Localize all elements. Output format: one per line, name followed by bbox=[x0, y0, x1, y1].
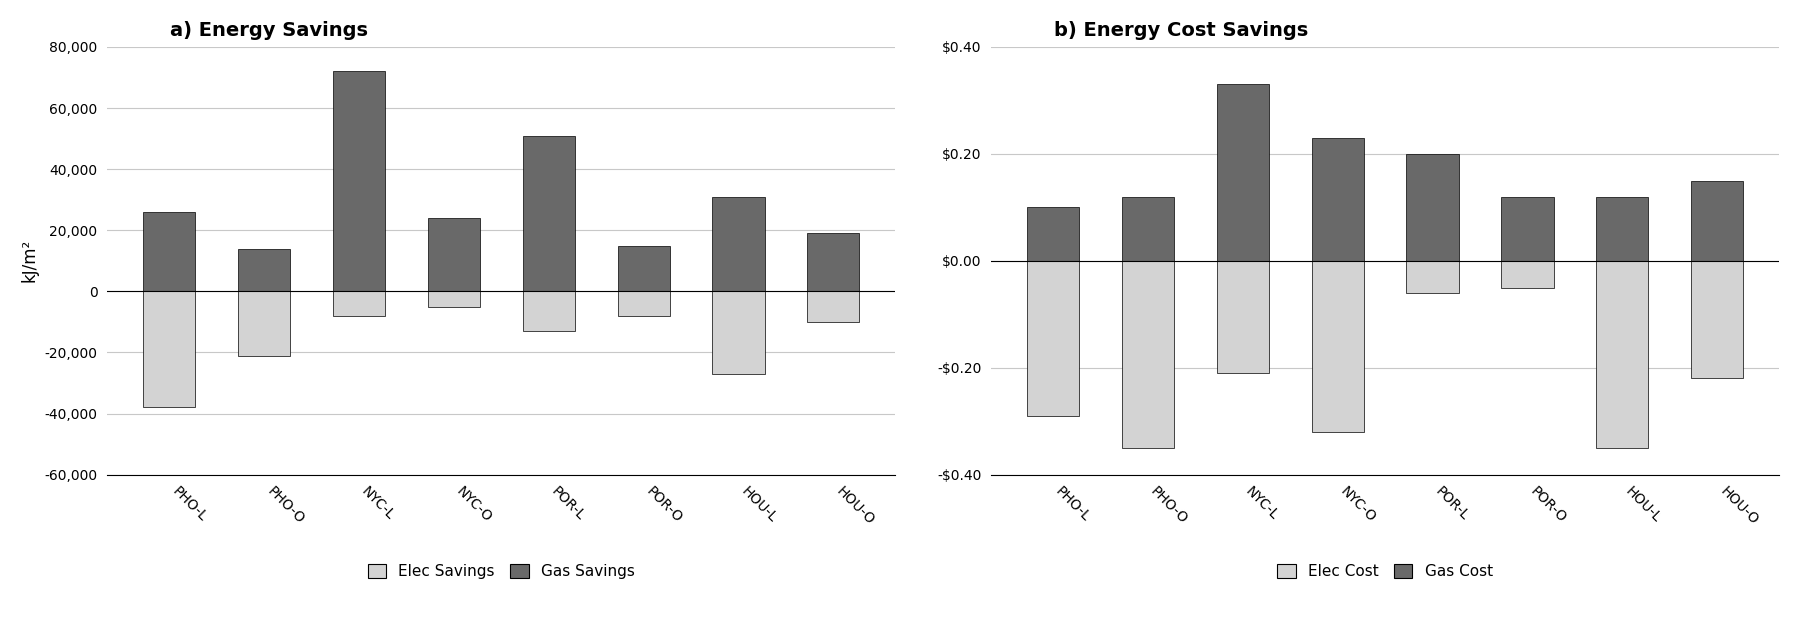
Bar bbox=[1597, 197, 1649, 261]
Bar bbox=[1217, 261, 1269, 373]
Text: a) Energy Savings: a) Energy Savings bbox=[171, 21, 369, 40]
Bar bbox=[1501, 197, 1553, 261]
Text: b) Energy Cost Savings: b) Energy Cost Savings bbox=[1055, 21, 1309, 40]
Legend: Elec Savings, Gas Savings: Elec Savings, Gas Savings bbox=[360, 557, 643, 587]
Bar bbox=[1312, 261, 1364, 432]
Bar bbox=[713, 291, 765, 374]
Bar bbox=[238, 291, 290, 356]
Bar bbox=[1121, 261, 1174, 448]
Bar bbox=[333, 72, 385, 291]
Bar bbox=[428, 291, 481, 307]
Legend: Elec Cost, Gas Cost: Elec Cost, Gas Cost bbox=[1269, 557, 1501, 587]
Bar bbox=[1692, 180, 1744, 261]
Bar bbox=[1217, 85, 1269, 261]
Bar bbox=[522, 136, 574, 291]
Bar bbox=[522, 291, 574, 331]
Bar bbox=[238, 249, 290, 291]
Bar bbox=[1406, 261, 1458, 293]
Bar bbox=[333, 291, 385, 316]
Bar bbox=[1121, 197, 1174, 261]
Bar bbox=[808, 291, 859, 322]
Bar bbox=[142, 291, 194, 407]
Bar bbox=[1501, 261, 1553, 287]
Bar bbox=[1028, 261, 1078, 416]
Bar bbox=[617, 291, 670, 316]
Bar bbox=[1692, 261, 1744, 378]
Bar bbox=[1028, 207, 1078, 261]
Bar bbox=[1597, 261, 1649, 448]
Y-axis label: kJ/m²: kJ/m² bbox=[22, 239, 40, 282]
Bar bbox=[428, 218, 481, 291]
Bar bbox=[617, 246, 670, 291]
Bar bbox=[1406, 154, 1458, 261]
Bar bbox=[1312, 138, 1364, 261]
Bar bbox=[142, 212, 194, 291]
Bar bbox=[713, 197, 765, 291]
Bar bbox=[808, 233, 859, 291]
